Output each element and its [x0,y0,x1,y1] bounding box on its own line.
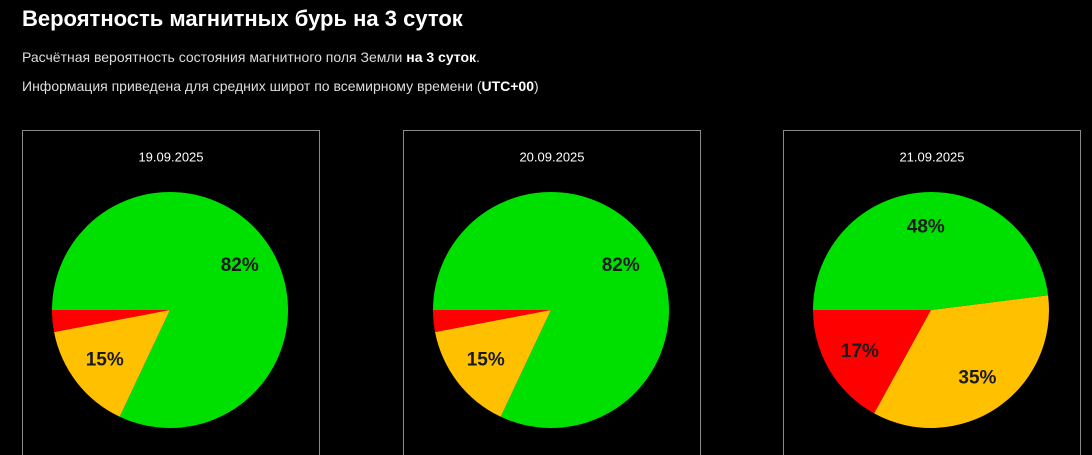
chart-frame [22,130,320,455]
chart-frame [783,130,1081,455]
chart-title: 19.09.2025 [138,149,203,164]
subtitle-line: Расчётная вероятность состояния магнитно… [22,49,480,65]
page-title: Вероятность магнитных бурь на 3 суток [22,6,463,31]
text: Расчётная вероятность состояния магнитно… [22,49,407,65]
subtitle-line: Информация приведена для средних широт п… [22,78,539,94]
pie-chart: 20.09.2025 15% 82% [403,130,701,455]
pie-slice [874,295,1049,428]
data-label: 82% [602,255,640,276]
bold-text: на 3 суток [406,49,477,65]
chart-frame [403,130,701,455]
data-label: 15% [467,350,505,371]
text: Информация приведена для средних широт п… [22,78,482,94]
chart-title: 21.09.2025 [899,149,964,164]
bold-text: UTC+00 [481,78,535,94]
data-label: 82% [221,255,259,276]
pie-slice [813,310,931,414]
pie-slice [435,310,551,417]
pie-slice [52,310,170,333]
pie-slice [433,192,669,428]
pie-slice [54,310,170,417]
pie-slice [813,191,1049,310]
data-label: 15% [86,350,124,371]
text: . [476,49,480,65]
data-label: 35% [958,367,996,388]
chart-title: 20.09.2025 [519,149,584,164]
text: ) [534,78,539,94]
pie-slice [433,310,551,333]
pie-slice [52,192,288,428]
pie-chart: 21.09.2025 17% 35% 48% [783,130,1081,455]
data-label: 48% [907,217,945,238]
pie-chart: 19.09.2025 15% 82% [22,130,320,455]
data-label: 17% [841,341,879,362]
